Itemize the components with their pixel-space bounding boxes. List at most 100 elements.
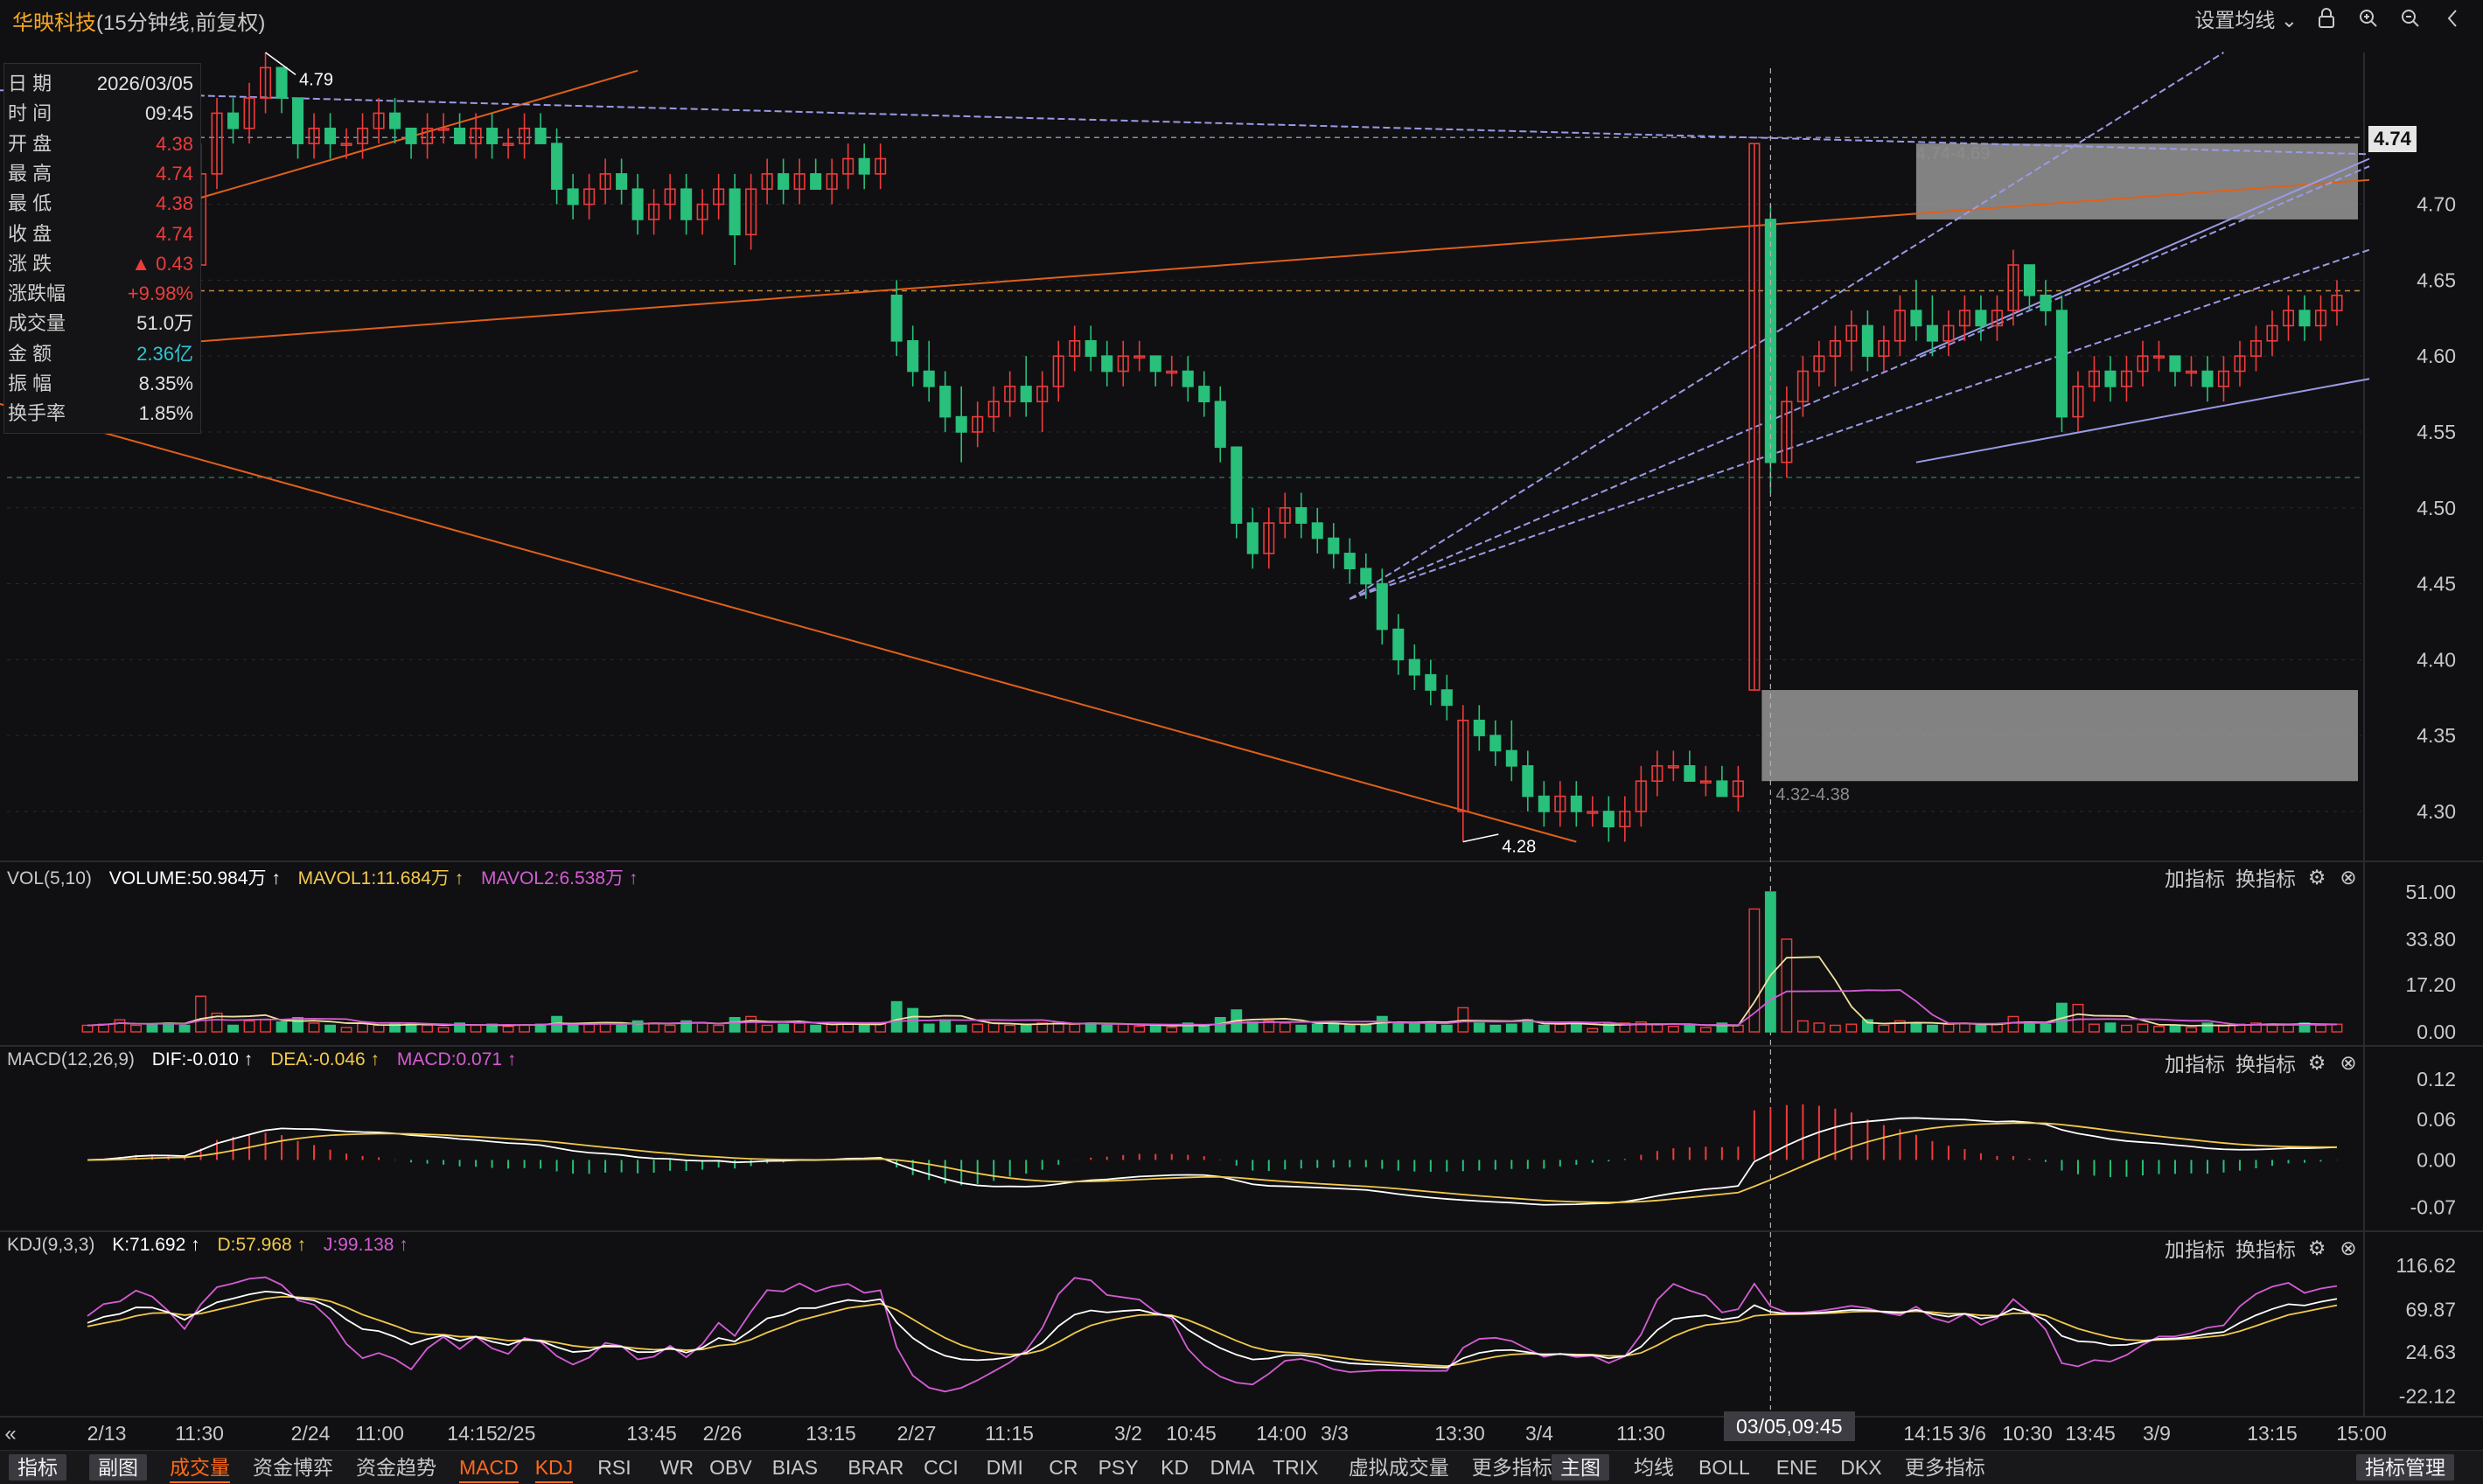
lock-icon[interactable] xyxy=(2313,5,2340,31)
volume-bar xyxy=(195,995,206,1033)
toolbar-item[interactable]: OBV xyxy=(709,1456,752,1479)
volume-bar xyxy=(2072,1003,2084,1033)
close-icon[interactable]: ⊗ xyxy=(2340,865,2357,888)
lower-zone-label: 4.32-4.38 xyxy=(1775,785,1850,805)
volume-bar xyxy=(1425,1022,1437,1033)
toolbar-item[interactable]: DMA xyxy=(1210,1456,1255,1479)
toolbar-item[interactable]: 更多指标 xyxy=(1471,1456,1552,1479)
macd-tick-label: -0.07 xyxy=(2410,1195,2456,1218)
kdj-k: K:71.692 ↑ xyxy=(112,1235,200,1255)
toolbar-main-item[interactable]: 更多指标 xyxy=(1904,1456,1985,1479)
info-row: 收 盘 4.74 xyxy=(4,219,200,249)
candle-body xyxy=(793,173,806,191)
time-tick-label: 14:15 xyxy=(1903,1422,1954,1445)
toolbar-item[interactable]: BRAR xyxy=(847,1456,904,1479)
candle-body xyxy=(2007,264,2019,311)
candle xyxy=(939,371,952,432)
volume-bar xyxy=(1408,1023,1420,1033)
info-row: 涨跌幅 +9.98% xyxy=(4,279,200,309)
toolbar-item[interactable]: 虚拟成交量 xyxy=(1348,1456,1449,1479)
time-tick-label: 2/26 xyxy=(703,1422,743,1445)
candle xyxy=(583,173,596,219)
indicator-manage-button[interactable]: 指标管理 xyxy=(2356,1454,2454,1481)
toolbar-item[interactable]: 资金博弈 xyxy=(253,1456,333,1479)
toolbar-main-item[interactable]: BOLL xyxy=(1698,1456,1750,1479)
macd-dif-line xyxy=(87,1117,2338,1206)
volume-bar xyxy=(389,1023,401,1033)
toolbar-main-item[interactable]: ENE xyxy=(1775,1456,1818,1479)
toolbar-item[interactable]: KD xyxy=(1161,1456,1189,1479)
volume-bar xyxy=(1942,1023,1955,1033)
chevron-left-icon[interactable] xyxy=(2439,5,2466,31)
candle-body xyxy=(534,127,547,144)
volume-bar xyxy=(260,1019,271,1033)
toolbar-item[interactable]: 副图 xyxy=(89,1454,147,1481)
time-tick-label: 2/27 xyxy=(897,1422,937,1445)
toolbar-item[interactable]: PSY xyxy=(1098,1456,1139,1479)
volume-bar xyxy=(130,1024,142,1033)
candle xyxy=(292,97,304,159)
candle-body xyxy=(1684,765,1696,783)
candle xyxy=(1376,568,1388,644)
add-indicator-button[interactable]: 加指标 xyxy=(2165,867,2225,890)
swap-indicator-button[interactable]: 换指标 xyxy=(2235,1053,2296,1076)
toolbar-item[interactable]: BIAS xyxy=(771,1456,819,1479)
toolbar-item[interactable]: 指标 xyxy=(9,1454,66,1481)
toolbar-main-item[interactable]: 主图 xyxy=(1552,1454,1609,1481)
candle xyxy=(454,113,466,144)
volume-bar xyxy=(793,1022,806,1033)
candle xyxy=(875,143,887,190)
candle xyxy=(2072,371,2084,432)
candle xyxy=(1343,538,1356,584)
macd-dea: DEA:-0.046 ↑ xyxy=(270,1049,380,1069)
candle xyxy=(2120,356,2132,402)
add-indicator-button[interactable]: 加指标 xyxy=(2165,1238,2225,1261)
toolbar-item[interactable]: CCI xyxy=(924,1456,959,1479)
swap-indicator-button[interactable]: 换指标 xyxy=(2235,1238,2296,1261)
kdj-tick-label: -22.12 xyxy=(2399,1385,2456,1408)
toolbar-item[interactable]: 资金趋势 xyxy=(356,1456,436,1479)
zoom-in-icon[interactable] xyxy=(2355,5,2382,31)
close-icon[interactable]: ⊗ xyxy=(2340,1050,2357,1074)
trendline-down xyxy=(0,402,1577,843)
time-tick-label: 13:45 xyxy=(2065,1422,2116,1445)
swap-indicator-button[interactable]: 换指标 xyxy=(2235,867,2296,890)
toolbar-item[interactable]: TRIX xyxy=(1273,1456,1319,1479)
toolbar-main-item[interactable]: DKX xyxy=(1840,1456,1882,1479)
candle-body xyxy=(713,188,725,206)
toolbar-item[interactable]: RSI xyxy=(597,1456,631,1479)
candle-body xyxy=(631,188,644,220)
volume-bar xyxy=(567,1024,579,1033)
gear-icon[interactable]: ⚙ xyxy=(2307,865,2326,888)
toolbar-item[interactable]: WR xyxy=(659,1456,694,1479)
candle-body xyxy=(340,143,352,146)
add-indicator-button[interactable]: 加指标 xyxy=(2165,1053,2225,1076)
set-ma-button[interactable]: 设置均线 ⌄ xyxy=(2194,9,2298,31)
gear-icon[interactable]: ⚙ xyxy=(2307,1236,2326,1259)
toolbar-item[interactable]: DMI xyxy=(986,1456,1023,1479)
volume-bar xyxy=(1861,1019,1873,1033)
macd-panel-title: MACD(12,26,9) DIF:-0.010 ↑ DEA:-0.046 ↑ … xyxy=(7,1049,528,1070)
candle xyxy=(1246,507,1259,569)
zoom-out-icon[interactable] xyxy=(2397,5,2424,31)
candle-body xyxy=(486,127,499,144)
close-icon[interactable]: ⊗ xyxy=(2340,1236,2357,1259)
toolbar-main-item[interactable]: 均线 xyxy=(1634,1456,1674,1479)
candle xyxy=(1036,371,1049,432)
volume-bar xyxy=(1182,1022,1194,1033)
candle-body xyxy=(2266,324,2278,342)
toolbar-item[interactable]: 成交量 xyxy=(170,1456,230,1483)
candle xyxy=(2023,264,2035,311)
toolbar-item[interactable]: KDJ xyxy=(534,1456,574,1483)
candle-body xyxy=(1457,719,1469,812)
candle xyxy=(1684,750,1696,783)
info-row: 涨 跌 ▲ 0.43 xyxy=(4,249,200,279)
toolbar-item[interactable]: MACD xyxy=(459,1456,519,1483)
low-arrow xyxy=(1462,833,1499,843)
toolbar-item[interactable]: CR xyxy=(1049,1456,1078,1479)
volume-bar xyxy=(211,1012,223,1033)
volume-bar xyxy=(470,1024,482,1033)
candle xyxy=(1440,674,1453,721)
gear-icon[interactable]: ⚙ xyxy=(2307,1050,2326,1074)
